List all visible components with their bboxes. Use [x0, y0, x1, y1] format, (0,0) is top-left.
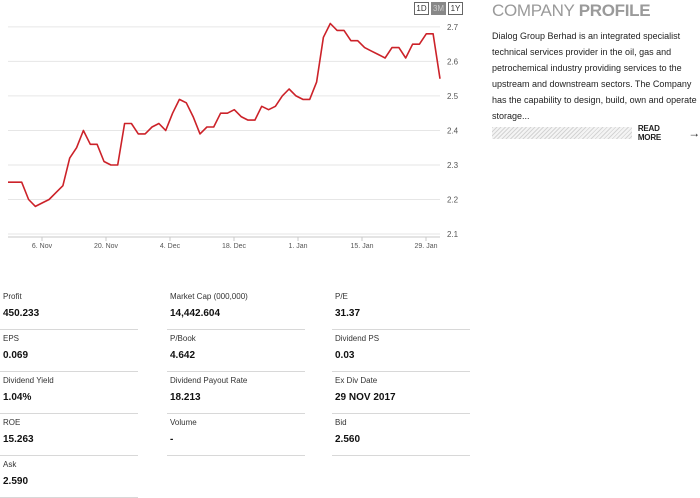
period-button-3m[interactable]: 3M — [431, 2, 446, 15]
stat-label: Dividend Payout Rate — [170, 376, 248, 385]
stat-item: Ask 2.590 — [0, 456, 138, 498]
y-tick-label: 2.1 — [447, 230, 459, 239]
profile-heading-light: COMPANY — [492, 1, 579, 20]
read-more-link[interactable]: READ MORE → — [638, 124, 700, 142]
hatched-divider — [492, 127, 632, 139]
stat-label: Dividend Yield — [3, 376, 54, 385]
read-more-label: READ MORE — [637, 124, 662, 142]
profile-heading-bold: PROFILE — [578, 1, 651, 20]
y-tick-label: 2.6 — [447, 57, 459, 66]
y-tick-label: 2.3 — [447, 161, 459, 170]
stat-label: P/Book — [170, 334, 196, 343]
stat-item: P/E 31.37 — [332, 288, 470, 330]
x-tick-label: 6. Nov — [32, 243, 53, 250]
stat-item: Dividend Yield 1.04% — [0, 372, 138, 414]
stat-value: 15.263 — [3, 434, 34, 445]
stat-value: 4.642 — [170, 350, 196, 361]
y-tick-label: 2.2 — [447, 195, 459, 204]
stat-value: - — [170, 434, 174, 445]
x-tick-label: 4. Dec — [160, 243, 181, 250]
stat-item: Profit 450.233 — [0, 288, 138, 330]
stat-value: 0.069 — [3, 350, 29, 361]
stat-item: Ex Div Date 29 NOV 2017 — [332, 372, 470, 414]
stat-label: Volume — [170, 418, 197, 427]
stat-item: Market Cap (000,000) 14,442.604 — [167, 288, 305, 330]
stat-item: P/Book 4.642 — [167, 330, 305, 372]
stat-label: Ex Div Date — [335, 376, 378, 385]
stat-value: 2.590 — [3, 476, 29, 487]
y-tick-label: 2.5 — [447, 92, 459, 101]
x-tick-label: 20. Nov — [94, 243, 119, 250]
stat-label: Profit — [3, 292, 22, 301]
price-series-line — [8, 22, 441, 208]
y-tick-label: 2.7 — [447, 23, 459, 32]
read-more-row: READ MORE → — [492, 124, 700, 142]
company-profile: COMPANY PROFILE Dialog Group Berhad is a… — [492, 0, 700, 142]
stat-item: Volume - — [167, 414, 305, 456]
stat-label: Dividend PS — [335, 334, 380, 343]
stat-value: 31.37 — [335, 308, 361, 319]
stat-item: Dividend PS 0.03 — [332, 330, 470, 372]
stat-value: 450.233 — [3, 308, 40, 319]
stat-value: 29 NOV 2017 — [335, 392, 396, 403]
stat-label: Bid — [335, 418, 347, 427]
stat-item: Dividend Payout Rate 18.213 — [167, 372, 305, 414]
y-tick-label: 2.4 — [447, 126, 459, 135]
stat-label: Ask — [3, 460, 17, 469]
arrow-right-icon: → — [688, 126, 700, 140]
stat-value: 1.04% — [3, 392, 32, 403]
x-tick-label: 29. Jan — [415, 243, 438, 250]
x-tick-label: 18. Dec — [222, 243, 247, 250]
stat-item: Bid 2.560 — [332, 414, 470, 456]
stat-item: ROE 15.263 — [0, 414, 138, 456]
price-chart-panel: 2.1 2.2 2.3 2.4 2.5 2.6 2.7 6. Nov 20. Nov 4. Dec… — [0, 0, 472, 258]
x-tick-label: 15. Jan — [351, 243, 374, 250]
stat-value: 0.03 — [335, 350, 355, 361]
stat-label: P/E — [335, 292, 348, 301]
x-tick-label: 1. Jan — [288, 243, 307, 250]
period-button-1y[interactable]: 1Y — [448, 2, 463, 15]
stat-label: Market Cap (000,000) — [170, 292, 248, 301]
period-selector: 1D 3M 1Y — [414, 2, 463, 15]
stat-value: 18.213 — [170, 392, 201, 403]
period-button-1d[interactable]: 1D — [414, 2, 429, 15]
stat-label: ROE — [3, 418, 21, 427]
profile-description: Dialog Group Berhad is an integrated spe… — [492, 31, 697, 121]
stat-item: EPS 0.069 — [0, 330, 138, 372]
price-chart[interactable]: 2.1 2.2 2.3 2.4 2.5 2.6 2.7 6. Nov 20. Nov 4. Dec… — [0, 0, 472, 258]
stat-label: EPS — [3, 334, 20, 343]
stat-value: 14,442.604 — [170, 308, 221, 319]
profile-heading: COMPANY PROFILE — [492, 1, 700, 21]
stat-value: 2.560 — [335, 434, 361, 445]
